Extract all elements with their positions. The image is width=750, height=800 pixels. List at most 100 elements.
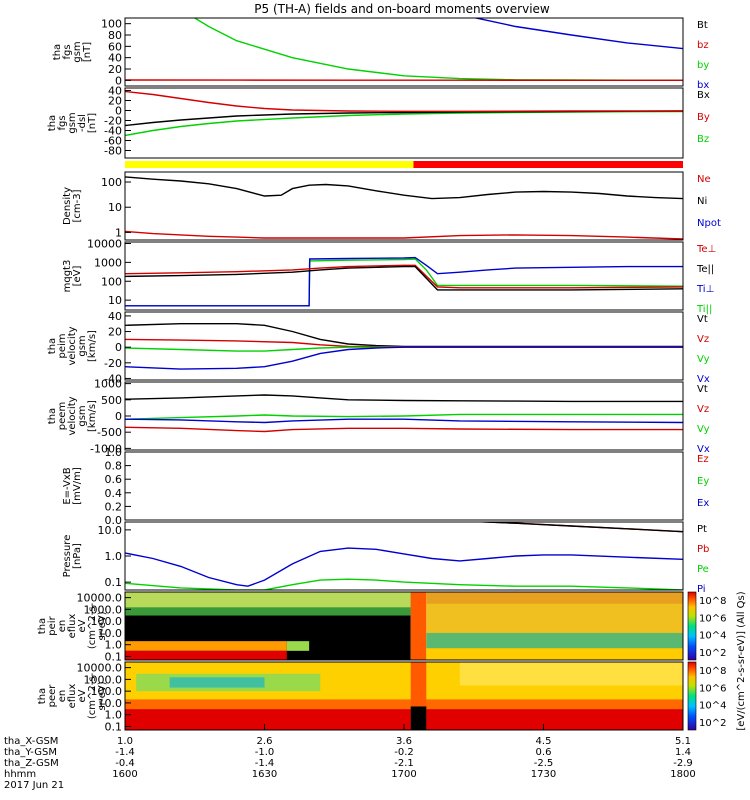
y-axis-label: tha (47, 408, 58, 424)
x-tick-label: 1700 (391, 769, 416, 780)
legend-entry-Npot: Npot (697, 218, 721, 229)
y-tick-label: 1000 (94, 256, 122, 269)
y-tick-label: 1.0 (105, 550, 123, 563)
y-axis-label: gsm (72, 41, 83, 62)
y-tick-label: 0 (115, 341, 122, 354)
y-axis-label: [nPa] (72, 543, 83, 569)
legend-entry-Bz: Bz (697, 134, 709, 145)
y-tick-label: 0.6 (105, 473, 123, 486)
y-tick-label: 10 (108, 294, 122, 307)
colorbar-tick: 10^8 (699, 666, 726, 677)
series-Te|| (125, 265, 683, 291)
spectrogram-cell (410, 706, 427, 730)
y-tick-label: 0 (115, 105, 122, 118)
y-tick-label: 100.0 (91, 685, 123, 698)
y-tick-label: 20 (108, 326, 122, 339)
y-tick-label: 0.4 (105, 487, 123, 500)
legend-entry-bz: bz (697, 40, 709, 51)
legend-entry-Ez: Ez (697, 454, 709, 465)
y-axis-label: [eV] (72, 266, 83, 287)
series-Vx (125, 418, 683, 424)
ephemeris-value: 3.6 (396, 736, 412, 747)
y-tick-label: 40 (108, 52, 122, 65)
spectrogram-cell (426, 592, 683, 604)
colorbar-tick: 10^2 (699, 648, 726, 659)
series-bx (472, 18, 683, 50)
series-Vt (125, 394, 683, 403)
y-tick-label: 40 (108, 85, 122, 98)
y-tick-label: 100 (101, 176, 122, 189)
legend-entry-Bt: Bt (697, 20, 708, 31)
panel-mode-bar (125, 161, 683, 168)
spectrogram-cell (410, 592, 427, 660)
y-tick-label: 80 (108, 29, 122, 42)
colorbar-tick: 10^4 (699, 631, 726, 642)
panel-temperature: 10000 1000 100 10 mqgt3 [eV] Te⊥ Te|| Ti⊥ Ti|| (62, 237, 716, 315)
legend-entry-by: by (697, 60, 709, 71)
spectrogram-cell (125, 650, 287, 660)
plot-area (125, 18, 683, 82)
ephemeris-value: 5.1 (675, 736, 691, 747)
y-tick-label: 1.0 (105, 709, 123, 722)
series-Pe (125, 578, 683, 590)
ephemeris-value: -0.2 (394, 747, 414, 758)
y-axis-label: peer (47, 684, 58, 708)
spectrogram-cell (169, 677, 265, 688)
y-axis-label: Density (62, 187, 73, 225)
y-axis-label: gsm (77, 335, 88, 356)
spectrogram-cell (125, 592, 411, 608)
ephemeris-value: 1.4 (675, 747, 691, 758)
y-axis-label: [nT] (82, 42, 93, 62)
panel-frame (124, 241, 684, 311)
y-axis-label: (cm^2-s- (87, 602, 98, 649)
y-tick-label: 0.1 (105, 650, 123, 663)
y-tick-label: 1 (115, 226, 122, 239)
panel-peem-velocity: 1000 500 0 -500 -1000 tha peem velocity gsm [km/s… (47, 378, 710, 456)
spectrogram-cell (125, 699, 683, 710)
y-axis-label: eflux (67, 614, 78, 639)
y-axis-label: -dsl (77, 114, 88, 132)
series-Bz (125, 110, 683, 137)
y-tick-label: 60 (108, 40, 122, 53)
spectrogram-cell (426, 648, 683, 660)
y-axis-label: fgs (62, 44, 73, 59)
plot-area (125, 662, 683, 730)
panel-frame (124, 171, 684, 241)
y-tick-label: -80 (104, 145, 122, 158)
y-axis-label: fgs (57, 115, 68, 130)
ephemeris-value: 0.6 (536, 747, 552, 758)
series-Ni (125, 176, 683, 200)
legend-entry-Vy: Vy (697, 354, 710, 365)
time-axis-label: hhmm (4, 769, 36, 780)
panel-frame (124, 17, 684, 87)
colorbar-tick: 10^6 (699, 683, 726, 694)
y-tick-label: 10000 (87, 237, 122, 250)
y-tick-label: 20 (108, 63, 122, 76)
legend-entry-Te⊥: Te⊥ (696, 244, 716, 255)
y-axis-label: E=-VxB (62, 467, 73, 504)
y-tick-label: 10000.0 (77, 662, 123, 675)
y-axis-label: [cm-3] (72, 189, 83, 222)
colorbar-tick: 10^6 (699, 613, 726, 624)
legend-entry-Vy: Vy (697, 424, 710, 435)
y-tick-label: 10 (108, 201, 122, 214)
y-tick-label: 1000 (94, 378, 122, 391)
y-axis-label: (cm^2-s- (87, 672, 98, 719)
x-tick-label: 1630 (252, 769, 277, 780)
panel-pressure: 10.0 1.0 0.1 Pressure [nPa] Pt Pb Pe Pi (62, 521, 709, 595)
mode-bar-segment (125, 161, 414, 168)
series-Pt (469, 522, 683, 533)
y-tick-label: -500 (97, 426, 122, 439)
legend-entry-Pe: Pe (697, 564, 709, 575)
y-tick-label: 20 (108, 95, 122, 108)
legend-entry-Vx: Vx (697, 374, 710, 385)
panel-efield: 1.00.80.60.40.20.0 E=-VxB [mV/m] Ez Ey Ex (62, 446, 709, 527)
series-Vy (125, 413, 683, 420)
ephemeris-value: 4.5 (536, 736, 552, 747)
legend-entry-Pi: Pi (697, 584, 706, 595)
legend-entry-bx: bx (697, 80, 709, 91)
legend-entry-Ti||: Ti|| (696, 304, 712, 315)
y-tick-label: 1000.0 (84, 603, 123, 616)
